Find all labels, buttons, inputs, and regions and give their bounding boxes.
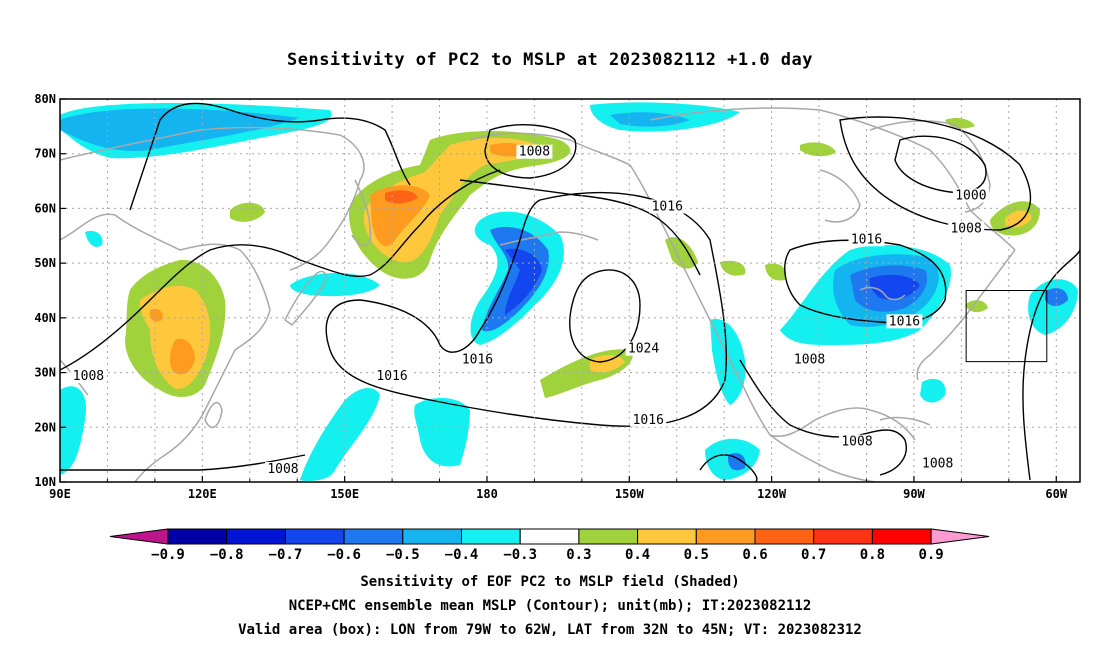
- colorbar-segment: [168, 529, 227, 544]
- lat-tick-label: 80N: [34, 92, 56, 106]
- contour-label: 1008: [519, 145, 550, 160]
- colorbar-label: −0.8: [210, 547, 244, 563]
- colorbar-segment: [520, 529, 579, 544]
- colorbar-label: −0.3: [503, 547, 537, 563]
- contour-label: 1008: [794, 353, 825, 368]
- colorbar-segment: [696, 529, 755, 544]
- contour-label: 1008: [922, 457, 953, 472]
- colorbar-label: −0.5: [386, 547, 420, 563]
- lat-tick-label: 50N: [34, 256, 56, 270]
- colorbar-pos-tip: [931, 529, 989, 544]
- neg-shade-tropics-1: [300, 388, 380, 481]
- neg-shade-eq-west: [60, 386, 86, 475]
- contour-label: 1016: [633, 413, 664, 428]
- neg-shade-small-9: [85, 231, 103, 247]
- colorbar-segment: [227, 529, 286, 544]
- shading-layer: [60, 102, 1078, 481]
- lat-tick-label: 40N: [34, 311, 56, 325]
- neg-shade-tropics-2: [414, 398, 470, 466]
- contour-label: 1024: [628, 342, 659, 357]
- sensitivity-map: 1008 1000 1016 1016 1008 1016 1024 1016 1016 1008…: [0, 0, 1100, 650]
- colorbar-label: −0.7: [269, 547, 303, 563]
- pos-shade-small-1: [230, 203, 265, 222]
- colorbar-label: 0.6: [742, 547, 767, 563]
- caption-line-2: NCEP+CMC ensemble mean MSLP (Contour); u…: [0, 598, 1100, 614]
- lon-tick-label: 120W: [757, 487, 787, 501]
- colorbar-label: 0.3: [566, 547, 591, 563]
- pos-shade-subtrop: [540, 349, 633, 398]
- lon-tick-label: 180: [476, 487, 498, 501]
- lat-tick-label: 70N: [34, 147, 56, 161]
- lon-tick-label: 150W: [615, 487, 645, 501]
- colorbar: −0.9 −0.8 −0.7 −0.6 −0.5 −0.4 −0.3 0.3 0.4 0.5 0.6…: [110, 529, 989, 563]
- colorbar-segment: [755, 529, 814, 544]
- contour-1000: [895, 136, 986, 192]
- lon-tick-label: 60W: [1045, 487, 1067, 501]
- lon-tick-layer: 90E 120E 150E 180 150W 120W 90W 60W: [49, 476, 1068, 501]
- colorbar-label: −0.6: [327, 547, 361, 563]
- colorbar-segment: [403, 529, 462, 544]
- contour-label: 1016: [376, 369, 407, 384]
- coastline-hudson: [820, 170, 860, 222]
- neg-shade-atlantic: [1028, 279, 1078, 335]
- colorbar-label: 0.8: [860, 547, 885, 563]
- coastline-siberia: [60, 128, 364, 270]
- contour-1008-east: [740, 360, 906, 475]
- lon-tick-label: 150E: [330, 487, 359, 501]
- contour-label: 1008: [73, 369, 104, 384]
- coastline-cuba: [880, 418, 930, 425]
- colorbar-label: −0.4: [445, 547, 479, 563]
- colorbar-neg-tip: [110, 529, 168, 544]
- colorbar-segment: [462, 529, 521, 544]
- contour-label: 1016: [889, 314, 920, 329]
- colorbar-segment: [814, 529, 873, 544]
- lat-tick-label: 30N: [34, 366, 56, 380]
- lat-tick-label: 60N: [34, 201, 56, 215]
- pos-shade-small-4: [765, 263, 786, 280]
- colorbar-label: −0.9: [151, 547, 185, 563]
- colorbar-segment: [579, 529, 638, 544]
- colorbar-segment: [285, 529, 344, 544]
- lat-tick-label: 20N: [34, 420, 56, 434]
- lon-tick-label: 120E: [188, 487, 217, 501]
- colorbar-label: 0.9: [918, 547, 943, 563]
- colorbar-label: 0.7: [801, 547, 826, 563]
- contour-label: 1008: [841, 435, 872, 450]
- contour-label: 1000: [955, 188, 986, 203]
- colorbar-segment: [872, 529, 931, 544]
- neg-shade-caribbean: [920, 379, 945, 403]
- contour-label: 1016: [462, 353, 493, 368]
- colorbar-segment: [638, 529, 697, 544]
- contour-label: 1016: [851, 232, 882, 247]
- colorbar-segment: [344, 529, 403, 544]
- lon-tick-label: 90E: [49, 487, 71, 501]
- colorbar-label: 0.5: [684, 547, 709, 563]
- caption-line-1: Sensitivity of EOF PC2 to MSLP field (Sh…: [0, 574, 1100, 590]
- lon-tick-label: 90W: [903, 487, 925, 501]
- lat-tick-label: 10N: [34, 475, 56, 489]
- neg-shade-small-8: [290, 273, 380, 296]
- contour-label: 1008: [950, 221, 981, 236]
- colorbar-label: 0.4: [625, 547, 650, 563]
- caption-line-3: Valid area (box): LON from 79W to 62W, L…: [0, 622, 1100, 638]
- contour-label: 1008: [267, 462, 298, 477]
- contour-label: 1016: [652, 199, 683, 214]
